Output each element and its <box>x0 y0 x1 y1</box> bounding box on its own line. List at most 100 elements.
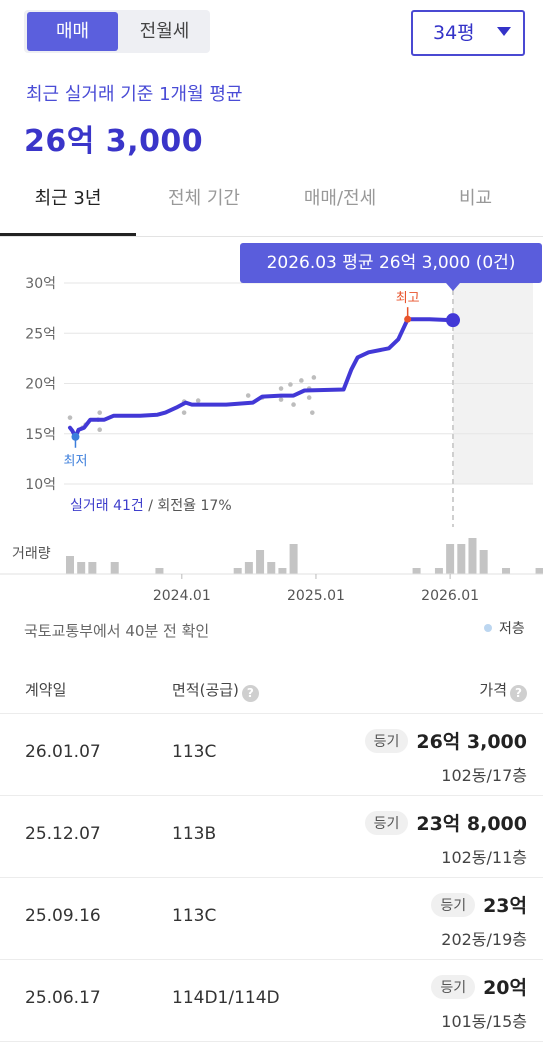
rent-toggle-button[interactable]: 전월세 <box>139 21 190 42</box>
registered-badge: 등기 <box>364 810 409 835</box>
help-icon[interactable]: ? <box>241 685 259 702</box>
source-note: 국토교통부에서 40분 전 확인 <box>24 622 210 640</box>
chart-tooltip: 2026.03 평균 26억 3,000 (0건) <box>240 243 542 283</box>
volume-bar <box>457 544 466 574</box>
volume-bar <box>502 568 511 574</box>
trade-type-toggle: 매매 전월세 <box>24 10 210 53</box>
chevron-down-icon <box>497 27 511 36</box>
tab-compare[interactable]: 비교 <box>458 188 493 209</box>
x-tick-label: 2025.01 <box>287 588 345 604</box>
registered-badge: 등기 <box>431 974 476 999</box>
registered-badge: 등기 <box>364 728 409 753</box>
row-date: 25.09.16 <box>25 906 101 926</box>
current-price-marker <box>446 313 460 328</box>
transaction-stats: 실거래 41건 / 회전율 17% <box>70 498 232 514</box>
size-select-value: 34평 <box>433 22 475 44</box>
y-tick-label: 10억 <box>25 477 56 493</box>
transaction-point <box>278 397 284 402</box>
row-date: 25.06.17 <box>25 988 101 1008</box>
transaction-point <box>310 410 315 415</box>
header-area-label: 면적(공급) <box>172 681 239 699</box>
transaction-point <box>181 410 187 415</box>
y-tick-label: 20억 <box>25 377 56 393</box>
row-price: 26억 3,000 <box>416 731 527 753</box>
max-marker-label: 최고 <box>396 291 420 306</box>
volume-label: 거래량 <box>12 546 51 562</box>
x-tick-label: 2024.01 <box>153 588 211 604</box>
row-price-line: 등기 26억 3,000 <box>364 727 527 754</box>
transaction-point <box>67 415 73 420</box>
row-unit: 202동/19층 <box>441 930 527 949</box>
volume-bar <box>535 568 543 574</box>
min-marker-dot <box>71 432 80 441</box>
volume-bar <box>233 568 242 574</box>
low-floor-legend-dot <box>484 624 492 632</box>
row-area: 113B <box>172 824 217 844</box>
volume-bar <box>267 562 276 574</box>
volume-bar <box>412 568 421 574</box>
row-unit: 101동/15층 <box>441 1012 527 1031</box>
transaction-point <box>278 386 284 391</box>
transaction-point <box>306 395 312 400</box>
table-row[interactable]: 25.12.07 113B 등기 23억 8,000 102동/11층 <box>0 796 543 878</box>
tab-recent-3y[interactable]: 최근 3년 <box>34 188 102 209</box>
x-tick-label: 2026.01 <box>421 588 479 604</box>
volume-bar <box>479 550 488 574</box>
row-area: 114D1/114D <box>172 988 280 1008</box>
row-price-line: 등기 23억 <box>431 891 527 918</box>
transaction-point <box>311 375 317 380</box>
row-price-line: 등기 20억 <box>431 973 527 1000</box>
help-icon[interactable]: ? <box>510 685 527 702</box>
row-area: 113C <box>172 742 217 762</box>
volume-bar <box>244 562 253 574</box>
volume-bar <box>446 544 455 574</box>
sale-toggle-button[interactable]: 매매 <box>27 12 118 51</box>
row-price: 23억 8,000 <box>416 813 527 835</box>
table-row[interactable]: 25.06.17 114D1/114D 등기 20억 101동/15층 <box>0 960 543 1042</box>
table-row[interactable]: 26.01.07 113C 등기 26억 3,000 102동/17층 <box>0 714 543 796</box>
transaction-point <box>245 393 251 398</box>
y-tick-label: 30억 <box>25 276 56 292</box>
registered-badge: 등기 <box>431 892 476 917</box>
min-marker-label: 최저 <box>64 454 88 469</box>
transaction-point <box>288 382 293 387</box>
transaction-point <box>291 402 296 407</box>
volume-bar <box>88 562 97 574</box>
price-trend-line <box>68 317 455 439</box>
volume-bar <box>434 568 443 574</box>
volume-bar <box>278 568 287 574</box>
tab-all-period[interactable]: 전체 기간 <box>168 188 240 209</box>
row-area: 113C <box>172 906 217 926</box>
active-tab-indicator <box>0 233 136 236</box>
size-select[interactable]: 34평 <box>411 10 525 56</box>
tab-sale-jeonse[interactable]: 매매/전세 <box>303 188 377 209</box>
volume-bar <box>256 550 265 574</box>
transaction-point <box>299 378 304 383</box>
low-floor-legend-label: 저층 <box>499 621 525 637</box>
average-label: 최근 실거래 기준 1개월 평균 <box>26 84 243 105</box>
row-date: 25.12.07 <box>25 824 101 844</box>
row-price-line: 등기 23억 8,000 <box>364 809 527 836</box>
row-date: 26.01.07 <box>25 742 101 762</box>
row-unit: 102동/17층 <box>441 766 527 785</box>
table-header: 계약일 면적(공급)? 가격? <box>0 665 543 714</box>
volume-bar <box>110 562 119 574</box>
chart-tooltip-arrow <box>446 283 460 291</box>
header-date: 계약일 <box>25 681 67 699</box>
header-area: 면적(공급)? <box>172 679 259 702</box>
table-row[interactable]: 25.09.16 113C 등기 23억 202동/19층 <box>0 878 543 960</box>
row-price: 23억 <box>483 895 527 917</box>
row-unit: 102동/11층 <box>441 848 527 867</box>
transaction-point <box>195 398 201 403</box>
header-price: 가격? <box>479 679 527 702</box>
header-price-label: 가격 <box>479 681 507 699</box>
y-tick-label: 25억 <box>25 326 56 342</box>
volume-bar <box>289 544 298 574</box>
transaction-count: 실거래 41건 <box>70 498 144 514</box>
y-tick-label: 15억 <box>25 427 56 443</box>
volume-bar <box>77 562 86 574</box>
row-price: 20억 <box>483 977 527 999</box>
transaction-point <box>97 427 103 433</box>
period-tabs: 최근 3년 전체 기간 매매/전세 비교 <box>0 170 543 237</box>
